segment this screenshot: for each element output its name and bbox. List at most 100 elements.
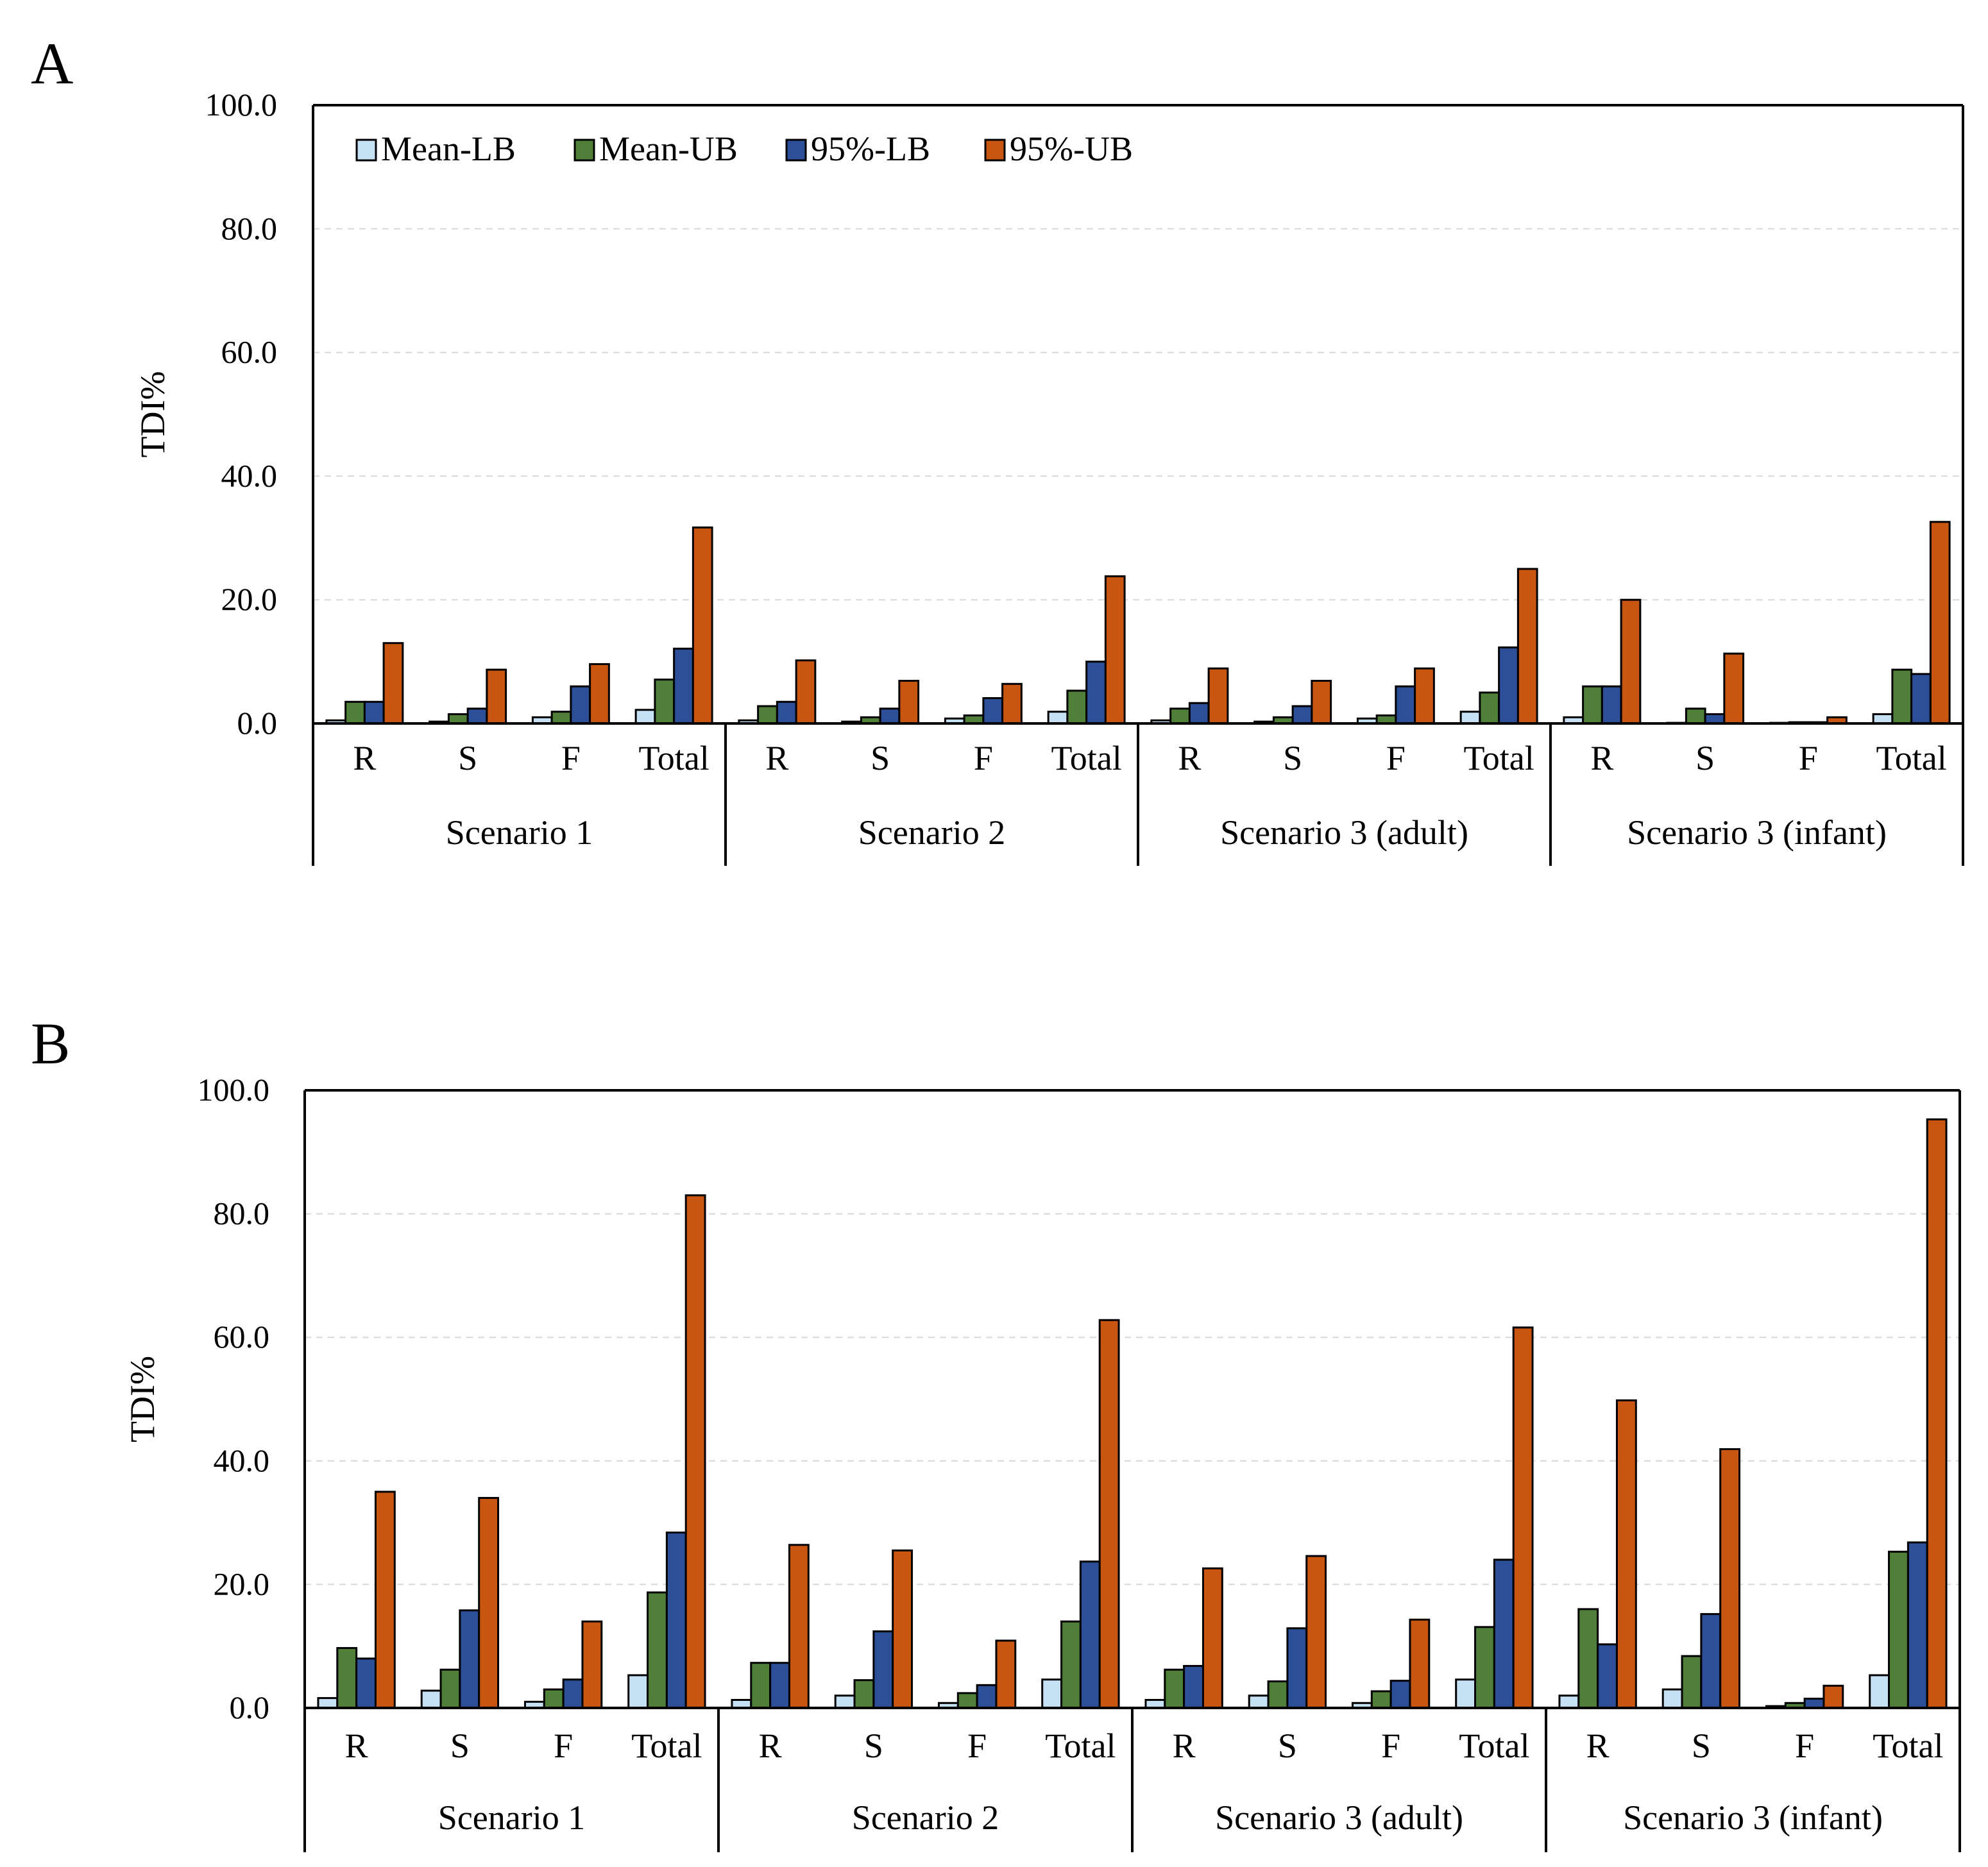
bar-95pct-ub	[892, 1549, 913, 1709]
bar-mean-ub	[1060, 1620, 1082, 1709]
bar-95pct-ub	[1001, 682, 1023, 725]
bar-95pct-lb	[459, 1609, 480, 1709]
bar-95pct-ub	[692, 526, 713, 725]
bar-mean-ub	[1370, 1690, 1392, 1709]
x-category-label: F	[967, 1727, 987, 1765]
bar-mean-ub	[550, 711, 572, 725]
bar-mean-lb	[634, 709, 656, 725]
bar-95pct-ub	[478, 1497, 500, 1709]
bar-95pct-lb	[562, 1678, 584, 1709]
legend-label: Mean-LB	[381, 130, 516, 168]
bar-mean-ub	[336, 1647, 358, 1709]
panel-label: B	[31, 1011, 70, 1076]
x-category-label: S	[458, 739, 477, 777]
bar-mean-lb	[834, 1694, 856, 1709]
bar-95pct-lb	[776, 700, 797, 725]
y-tick-label: 80.0	[214, 1195, 270, 1231]
bar-95pct-ub	[382, 642, 404, 725]
x-category-label: R	[1590, 739, 1613, 777]
bar-95pct-lb	[1803, 1698, 1825, 1709]
x-group-label: Scenario 3 (infant)	[1627, 813, 1887, 852]
bar-95pct-lb	[665, 1532, 687, 1709]
y-tick-label: 80.0	[221, 210, 278, 246]
bar-95pct-lb	[1183, 1665, 1204, 1709]
x-category-label: Total	[631, 1727, 702, 1765]
x-category-label: R	[1586, 1727, 1610, 1765]
bar-95pct-ub	[1414, 667, 1435, 725]
x-group-label: Scenario 2	[852, 1798, 999, 1837]
bar-95pct-ub	[684, 1194, 706, 1709]
bar-mean-ub	[1582, 685, 1603, 725]
bar-95pct-lb	[1498, 646, 1519, 725]
x-category-label: F	[554, 1727, 573, 1765]
bar-mean-ub	[1164, 1668, 1185, 1709]
bar-mean-ub	[654, 679, 675, 725]
bar-95pct-ub	[1822, 1684, 1844, 1709]
bar-95pct-lb	[673, 647, 694, 725]
bar-mean-ub	[853, 1679, 875, 1709]
x-category-label: R	[765, 739, 788, 777]
bar-95pct-ub	[581, 1620, 603, 1709]
bar-mean-ub	[439, 1668, 461, 1709]
legend-label: 95%-LB	[811, 130, 930, 168]
legend-swatch-mean-ub	[573, 139, 595, 162]
bar-mean-lb	[1459, 711, 1481, 725]
bar-95pct-lb	[879, 707, 901, 725]
bar-mean-lb	[627, 1674, 649, 1709]
bar-mean-ub	[1479, 691, 1500, 725]
bar-95pct-lb	[1188, 702, 1210, 725]
bar-mean-ub	[543, 1688, 565, 1709]
x-group-label: Scenario 2	[858, 813, 1005, 852]
y-tick-label: 20.0	[214, 1566, 270, 1601]
x-category-label: S	[1283, 739, 1302, 777]
bar-mean-lb	[317, 1697, 339, 1709]
bar-mean-ub	[344, 700, 366, 725]
bar-95pct-lb	[982, 697, 1004, 725]
bar-95pct-lb	[1395, 685, 1416, 725]
x-category-label: R	[353, 739, 376, 777]
bar-95pct-lb	[769, 1662, 790, 1709]
bar-95pct-ub	[898, 679, 920, 725]
bar-95pct-ub	[1311, 679, 1332, 725]
x-category-label: Total	[1464, 739, 1534, 777]
x-category-label: R	[345, 1727, 368, 1765]
bar-95pct-ub	[1104, 575, 1126, 725]
x-group-label: Scenario 3 (adult)	[1215, 1798, 1463, 1837]
x-category-label: S	[871, 739, 890, 777]
bar-95pct-ub	[1926, 1118, 1948, 1709]
bar-95pct-ub	[1620, 598, 1642, 725]
x-category-label: Total	[639, 739, 709, 777]
y-tick-label: 60.0	[214, 1319, 270, 1355]
y-axis-label: TDI%	[133, 371, 172, 458]
x-category-label: F	[1795, 1727, 1814, 1765]
legend-swatch-95pct-ub	[984, 139, 1006, 162]
bar-95pct-ub	[1516, 568, 1538, 725]
x-category-label: S	[864, 1727, 883, 1765]
bar-95pct-ub	[1512, 1326, 1534, 1709]
x-category-label: S	[450, 1727, 470, 1765]
x-group-label: Scenario 3 (infant)	[1623, 1798, 1883, 1837]
bar-95pct-ub	[589, 663, 610, 725]
bar-mean-ub	[1888, 1550, 1909, 1709]
bar-mean-lb	[1248, 1694, 1270, 1709]
x-category-label: R	[1178, 739, 1201, 777]
bar-mean-ub	[956, 1692, 978, 1709]
bar-95pct-lb	[355, 1657, 377, 1709]
x-group-label: Scenario 1	[438, 1798, 585, 1837]
bar-95pct-ub	[1723, 652, 1745, 725]
bar-mean-lb	[1869, 1674, 1890, 1709]
bar-95pct-lb	[976, 1684, 998, 1709]
bar-mean-lb	[1047, 711, 1069, 725]
bar-mean-ub	[750, 1662, 772, 1709]
bar-mean-ub	[647, 1591, 668, 1709]
bar-95pct-ub	[1305, 1555, 1327, 1709]
bar-95pct-ub	[486, 668, 507, 725]
bar-95pct-ub	[374, 1491, 396, 1709]
bar-95pct-lb	[1493, 1559, 1515, 1709]
y-tick-label: 60.0	[221, 334, 278, 370]
x-group-label: Scenario 3 (adult)	[1220, 813, 1468, 852]
x-category-label: S	[1695, 739, 1715, 777]
bar-95pct-lb	[1601, 685, 1622, 725]
y-tick-label: 0.0	[237, 705, 278, 741]
